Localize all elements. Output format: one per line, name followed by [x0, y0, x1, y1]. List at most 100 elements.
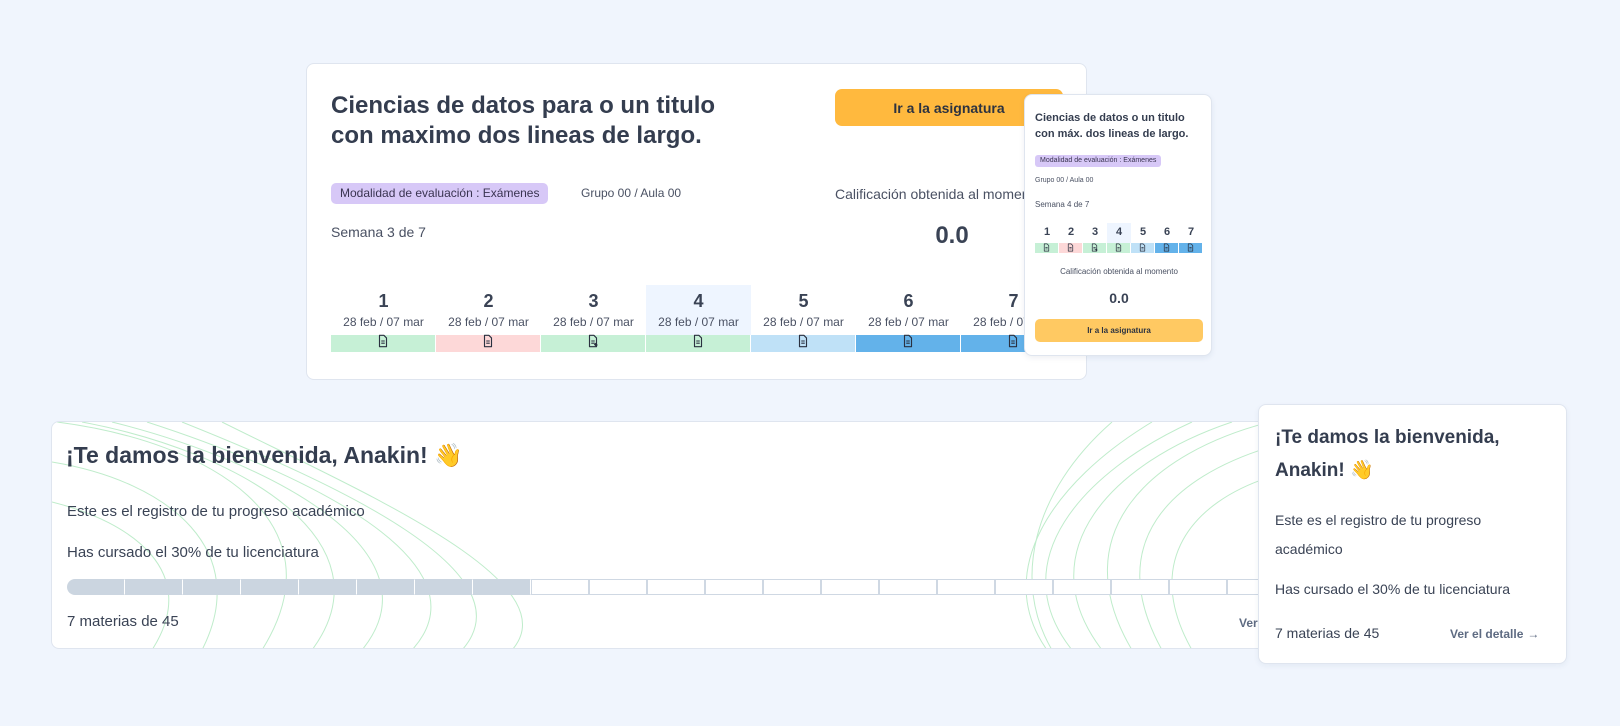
progress-segment-pending	[647, 579, 705, 595]
decorative-wave-pattern	[52, 422, 1268, 648]
week-dates: 28 feb / 07 mar	[658, 315, 739, 329]
evaluation-badge: Modalidad de evaluación : Exámenes	[1035, 155, 1162, 167]
progress-segment-pending	[821, 579, 879, 595]
week-column[interactable]: 7	[1179, 223, 1203, 253]
week-number: 7	[1008, 291, 1019, 311]
week-column[interactable]: 2 28 feb / 07 mar	[436, 285, 541, 352]
week-number: 6	[1163, 226, 1171, 238]
welcome-card: ¡Te damos la bienvenida, Anakin! 👋 Este …	[51, 421, 1269, 649]
view-detail-link[interactable]: Ver el detalle →	[1450, 627, 1540, 641]
week-status-bar	[1179, 243, 1203, 253]
document-icon	[1066, 239, 1075, 257]
week-header: 5 28 feb / 07 mar	[751, 285, 856, 335]
progress-segment-completed	[473, 579, 531, 595]
progress-segment-pending	[1227, 579, 1268, 595]
week-header: 1 28 feb / 07 mar	[331, 285, 436, 335]
progress-segment-pending	[995, 579, 1053, 595]
grade-value: 0.0	[935, 222, 969, 249]
week-column[interactable]: 6 28 feb / 07 mar	[856, 285, 961, 352]
progress-segment-pending	[1111, 579, 1169, 595]
week-dates: 28 feb / 07 mar	[448, 315, 529, 329]
week-number: 1	[1043, 226, 1051, 238]
week-header: 4 28 feb / 07 mar	[646, 285, 751, 335]
progress-segment-completed	[299, 579, 357, 595]
week-status-bar	[1035, 243, 1059, 253]
week-status-bar	[646, 334, 751, 352]
progress-segment-pending	[705, 579, 763, 595]
week-progress: Semana 3 de 7	[331, 224, 426, 240]
week-dates: 28 feb / 07 mar	[553, 315, 634, 329]
group-classroom: Grupo 00 / Aula 00	[581, 186, 682, 200]
week-status-bar	[856, 334, 961, 353]
document-icon	[376, 334, 390, 353]
grade-value: 0.0	[1109, 290, 1129, 306]
waving-hand-icon: 👋	[1349, 460, 1374, 481]
progress-segment-pending	[937, 579, 995, 595]
waving-hand-icon: 👋	[434, 442, 463, 468]
week-status-bar	[1131, 243, 1155, 253]
week-column[interactable]: 5	[1131, 223, 1155, 253]
week-timeline: 1 28 feb / 07 mar 2 28 feb / 07 mar 3 28 feb …	[331, 285, 1066, 352]
week-header: 6 28 feb / 07 mar	[856, 285, 961, 335]
week-column[interactable]: 4 28 feb / 07 mar	[646, 285, 751, 352]
course-card-compact: Ciencias de datos o un titulo con máx. d…	[1024, 94, 1212, 356]
week-status-bar	[1059, 243, 1083, 253]
welcome-subtitle: Este es el registro de tu progreso acadé…	[1275, 512, 1482, 557]
view-detail-link[interactable]: Ver	[1239, 616, 1258, 630]
progress-segment-pending	[531, 579, 589, 595]
week-dates: 28 feb / 07 mar	[868, 315, 949, 329]
progress-segment-pending	[879, 579, 937, 595]
week-number: 5	[798, 291, 809, 311]
week-column[interactable]: 6	[1155, 223, 1179, 253]
week-status-bar	[331, 334, 436, 353]
week-column[interactable]: 3	[1083, 223, 1107, 253]
progress-segment-pending	[763, 579, 821, 595]
progress-segment-completed	[241, 579, 299, 595]
week-column[interactable]: 5 28 feb / 07 mar	[751, 285, 856, 352]
document-edit-icon	[586, 334, 600, 353]
week-number: 3	[1091, 226, 1099, 238]
week-column[interactable]: 4	[1107, 223, 1131, 253]
group-classroom: Grupo 00 / Aula 00	[1035, 177, 1094, 184]
progress-segment-completed	[415, 579, 473, 595]
document-icon	[1006, 334, 1020, 353]
document-icon	[796, 334, 810, 353]
week-dates: 28 feb / 07 mar	[343, 315, 424, 329]
week-status-bar	[751, 334, 856, 353]
week-column[interactable]: 2	[1059, 223, 1083, 253]
progress-segment-pending	[1169, 579, 1227, 595]
document-icon	[901, 334, 915, 353]
subjects-count: 7 materias de 45	[1275, 625, 1380, 641]
document-icon	[1042, 239, 1051, 257]
week-column[interactable]: 1	[1035, 223, 1059, 253]
week-dates: 28 feb / 07 mar	[763, 315, 844, 329]
week-column[interactable]: 3 28 feb / 07 mar	[541, 285, 646, 352]
document-icon	[1162, 239, 1171, 257]
week-progress: Semana 4 de 7	[1035, 200, 1090, 209]
week-status-bar	[541, 334, 646, 353]
document-icon	[481, 334, 495, 353]
progress-segment-completed	[357, 579, 415, 595]
week-number: 4	[1107, 223, 1131, 243]
week-number: 6	[903, 291, 914, 311]
progress-segment-pending	[1053, 579, 1111, 595]
week-number: 4	[693, 291, 704, 311]
week-status-bar	[436, 334, 541, 353]
course-title: Ciencias de datos para o un titulo con m…	[331, 92, 716, 149]
week-number: 2	[483, 291, 494, 311]
grade-label: Calificación obtenida al momento	[835, 186, 1042, 202]
progress-segment-pending	[589, 579, 647, 595]
week-number: 1	[378, 291, 389, 311]
arrow-right-icon: →	[1527, 627, 1540, 641]
evaluation-badge: Modalidad de evaluación : Exámenes	[331, 183, 549, 204]
week-status-bar	[1083, 243, 1107, 253]
go-to-course-button[interactable]: Ir a la asignatura	[1035, 319, 1203, 342]
progress-segment-completed	[125, 579, 183, 595]
week-column[interactable]: 1 28 feb / 07 mar	[331, 285, 436, 352]
progress-text: Has cursado el 30% de tu licenciatura	[1275, 581, 1511, 597]
progress-segment-completed	[183, 579, 241, 595]
progress-text: Has cursado el 30% de tu licenciatura	[67, 544, 319, 561]
degree-progress-bar	[67, 579, 1268, 595]
week-status-bar	[1107, 243, 1131, 253]
